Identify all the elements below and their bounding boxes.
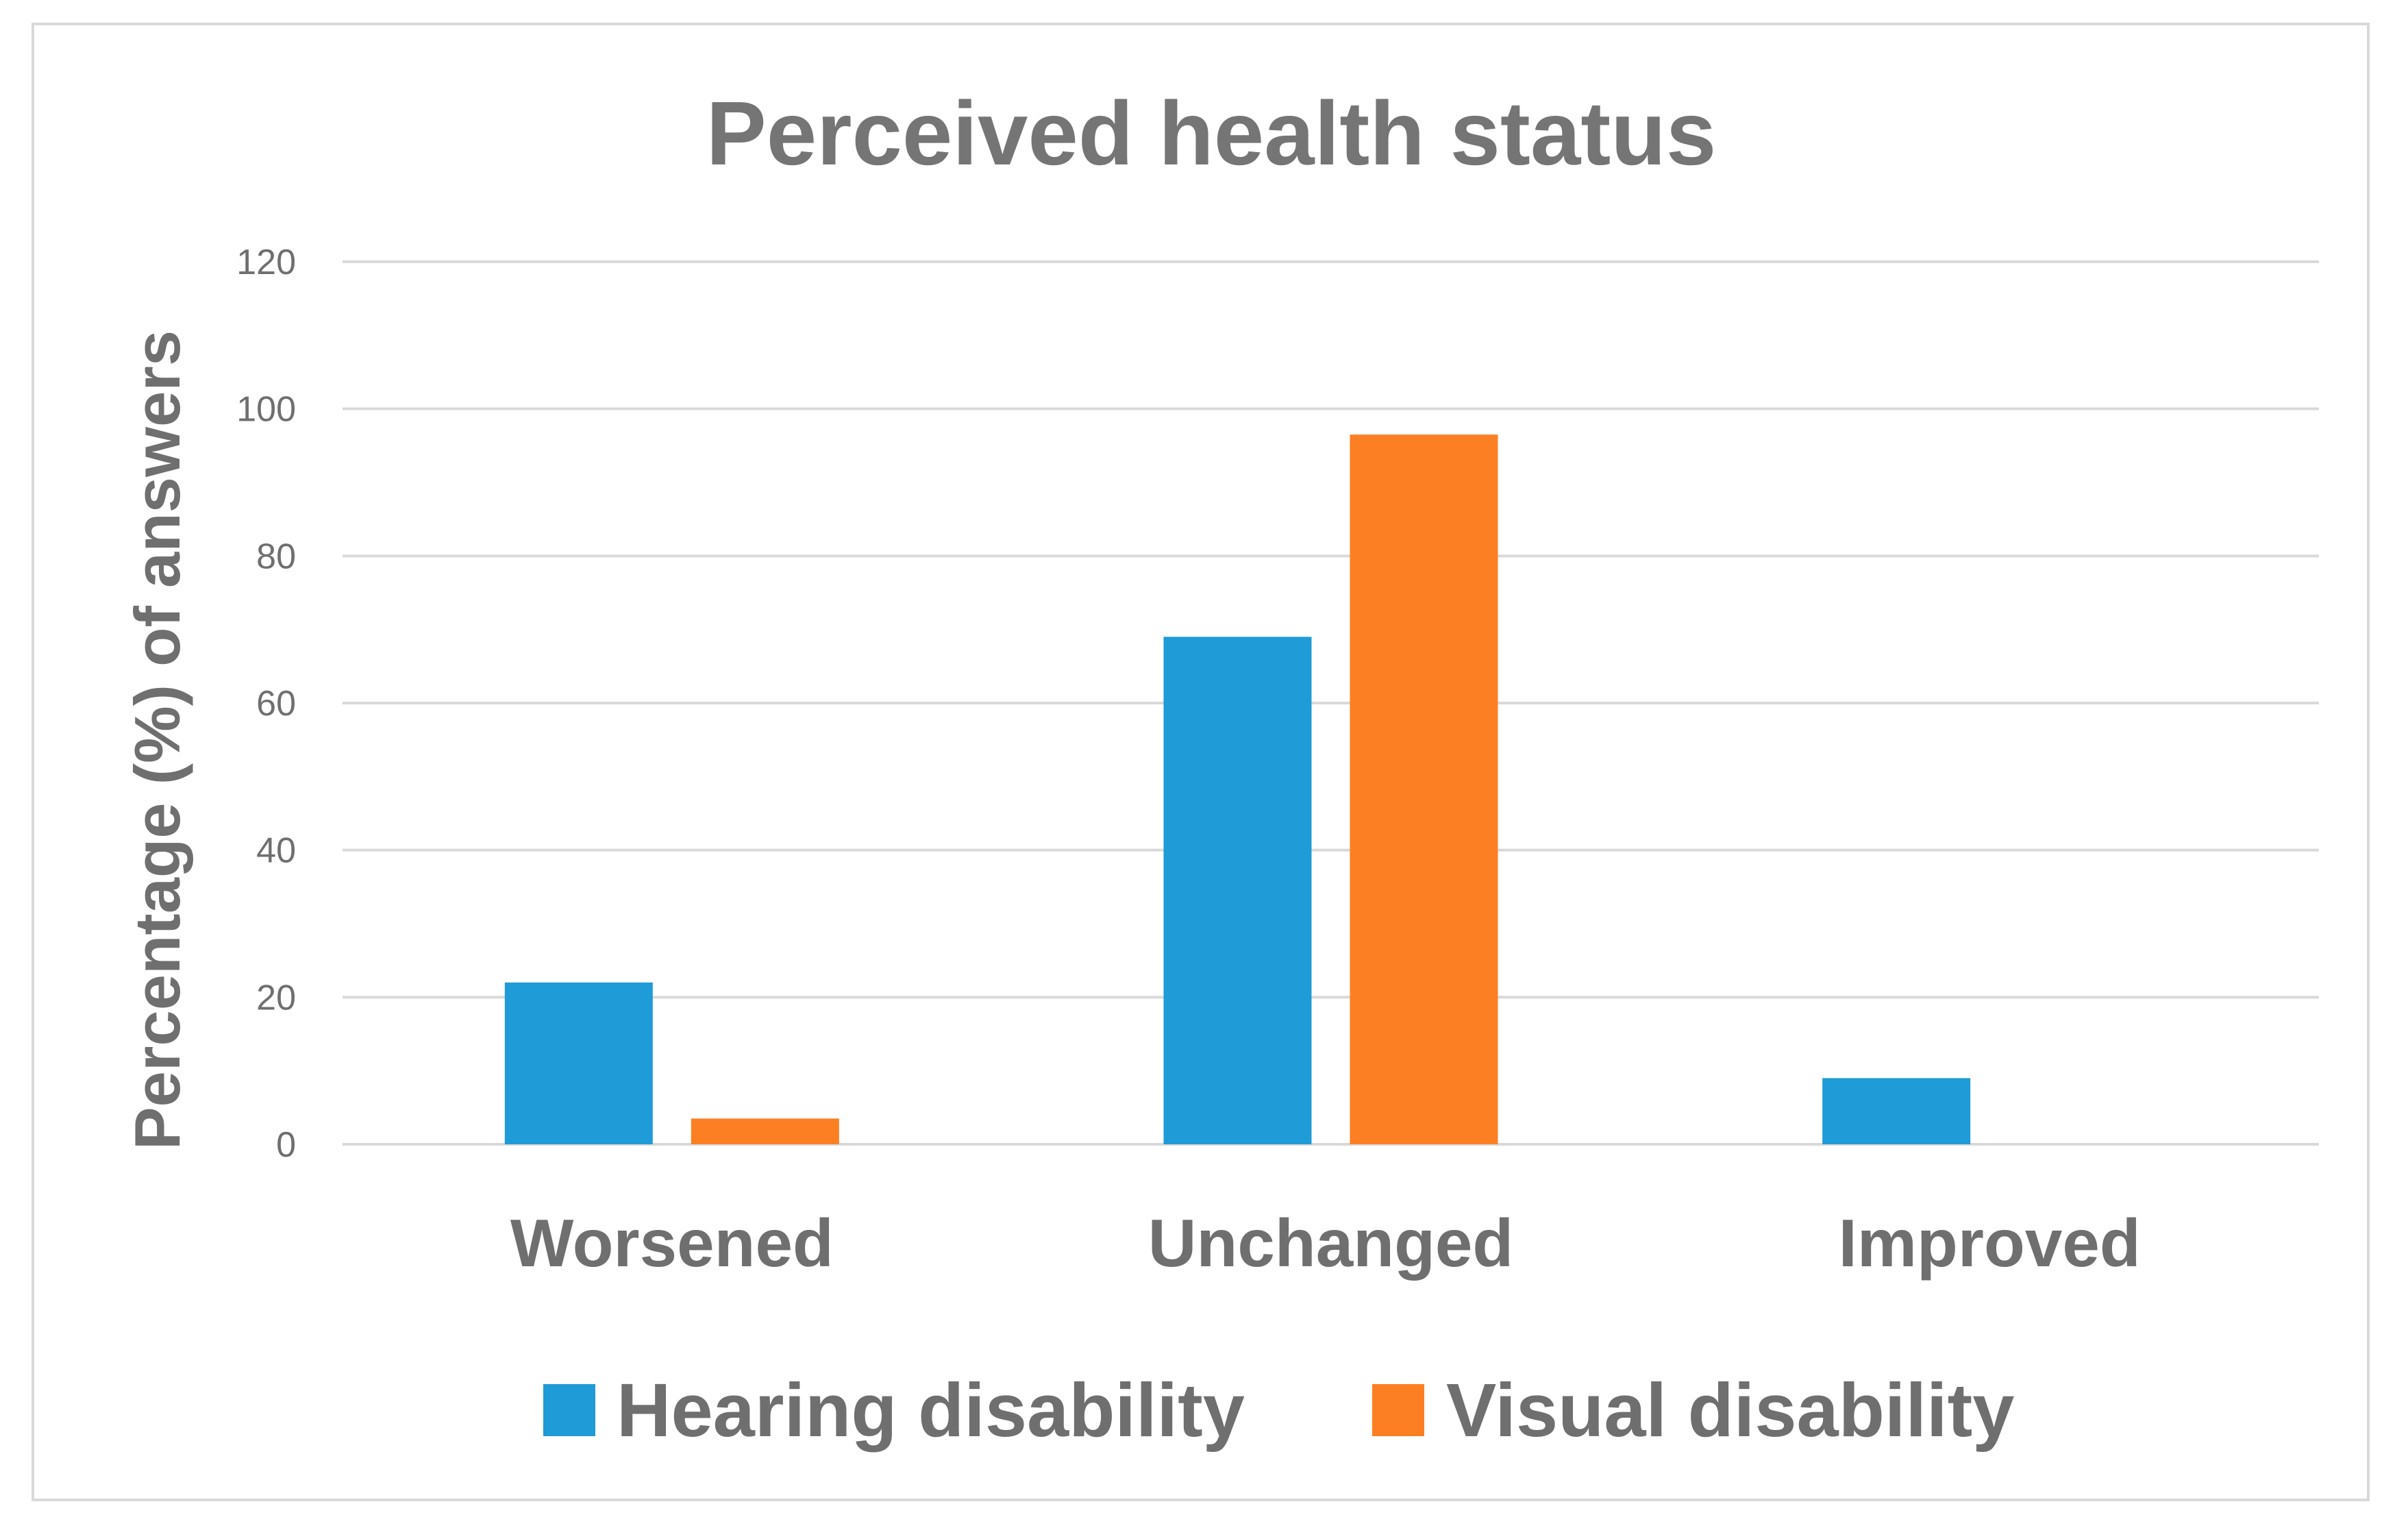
legend-swatch-visual-disability (1372, 1384, 1424, 1436)
y-tick-label: 60 (256, 684, 296, 724)
legend: Hearing disability Visual disability (543, 1368, 2014, 1453)
y-tick-label: 40 (256, 831, 296, 871)
bars (504, 434, 1971, 1144)
bar-hearing-disability-worsened (504, 982, 653, 1144)
y-tick-label: 80 (256, 537, 296, 576)
bar-hearing-disability-improved (1822, 1078, 1971, 1144)
chart-title: Perceived health status (706, 83, 1717, 184)
bar-visual-disability-worsened (691, 1118, 839, 1144)
gridlines (343, 260, 2319, 1146)
x-category-label: Worsened (510, 1205, 834, 1281)
x-category-label: Improved (1839, 1205, 2141, 1281)
y-tick-label: 20 (256, 978, 296, 1018)
x-category-label: Unchanged (1148, 1205, 1514, 1281)
legend-label: Visual disability (1446, 1368, 2014, 1453)
bar-visual-disability-unchanged (1350, 434, 1498, 1144)
legend-label: Hearing disability (617, 1368, 1245, 1453)
x-axis-categories: Worsened Unchanged Improved (510, 1205, 2141, 1281)
y-tick-label: 120 (236, 243, 296, 282)
y-tick-label: 100 (236, 390, 296, 430)
bar-hearing-disability-unchanged (1163, 637, 1312, 1144)
legend-swatch-hearing-disability (543, 1384, 595, 1436)
y-tick-label: 0 (276, 1125, 296, 1165)
y-axis-label: Percentage (%) of answers (121, 330, 193, 1150)
y-axis-ticks: 0 20 40 60 80 100 120 (236, 243, 296, 1165)
